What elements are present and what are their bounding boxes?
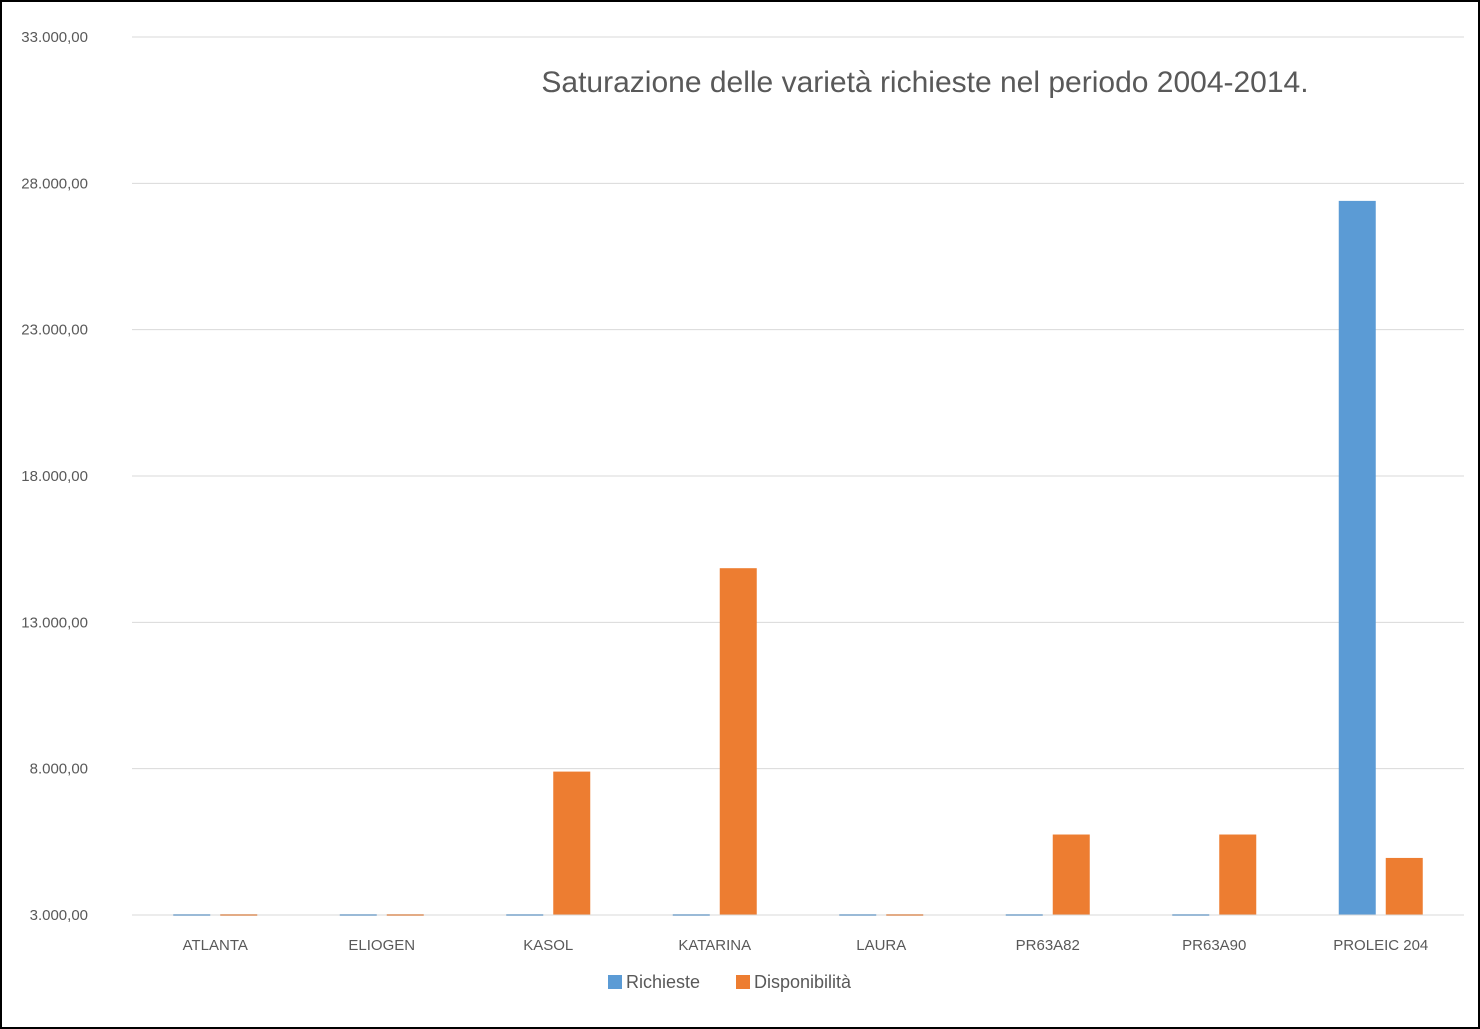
y-tick-label: 28.000,00 xyxy=(21,175,88,192)
y-axis-ticks: 3.000,00 8.000,00 13.000,00 18.000,00 23.000… xyxy=(21,29,88,924)
x-tick-label: KASOL xyxy=(523,937,573,954)
bar-disponibilit--kasol xyxy=(553,771,591,915)
bar-disponibilit--pr63a90 xyxy=(1219,834,1257,915)
x-tick-label: PROLEIC 204 xyxy=(1333,937,1428,954)
bar-disponibilit--proleic-204 xyxy=(1385,857,1423,915)
x-tick-label: PR63A90 xyxy=(1182,937,1246,954)
y-tick-label: 3.000,00 xyxy=(30,907,88,924)
bars xyxy=(173,200,1423,916)
chart-title: Saturazione delle varietà richieste nel … xyxy=(541,66,1308,99)
x-tick-label: ATLANTA xyxy=(183,937,248,954)
x-tick-label: LAURA xyxy=(856,937,906,954)
legend-label: Richieste xyxy=(626,972,700,992)
x-axis-categories: ATLANTA ELIOGEN KASOL KATARINA LAURA PR63A82 P… xyxy=(183,937,1429,954)
y-tick-label: 13.000,00 xyxy=(21,614,88,631)
y-tick-label: 33.000,00 xyxy=(21,29,88,46)
bar-disponibilit--pr63a82 xyxy=(1052,834,1090,915)
y-tick-label: 8.000,00 xyxy=(30,761,88,778)
y-tick-label: 23.000,00 xyxy=(21,322,88,339)
legend-label: Disponibilità xyxy=(754,972,852,992)
x-tick-label: KATARINA xyxy=(678,937,751,954)
x-tick-label: PR63A82 xyxy=(1016,937,1080,954)
legend-swatch xyxy=(736,975,750,989)
grid-lines xyxy=(132,36,1464,770)
bar-richieste-proleic-204 xyxy=(1338,200,1376,916)
x-tick-label: ELIOGEN xyxy=(348,937,415,954)
y-tick-label: 18.000,00 xyxy=(21,468,88,485)
bar-disponibilit--katarina xyxy=(719,568,757,915)
legend: Richieste Disponibilità xyxy=(608,972,852,992)
legend-swatch xyxy=(608,975,622,989)
